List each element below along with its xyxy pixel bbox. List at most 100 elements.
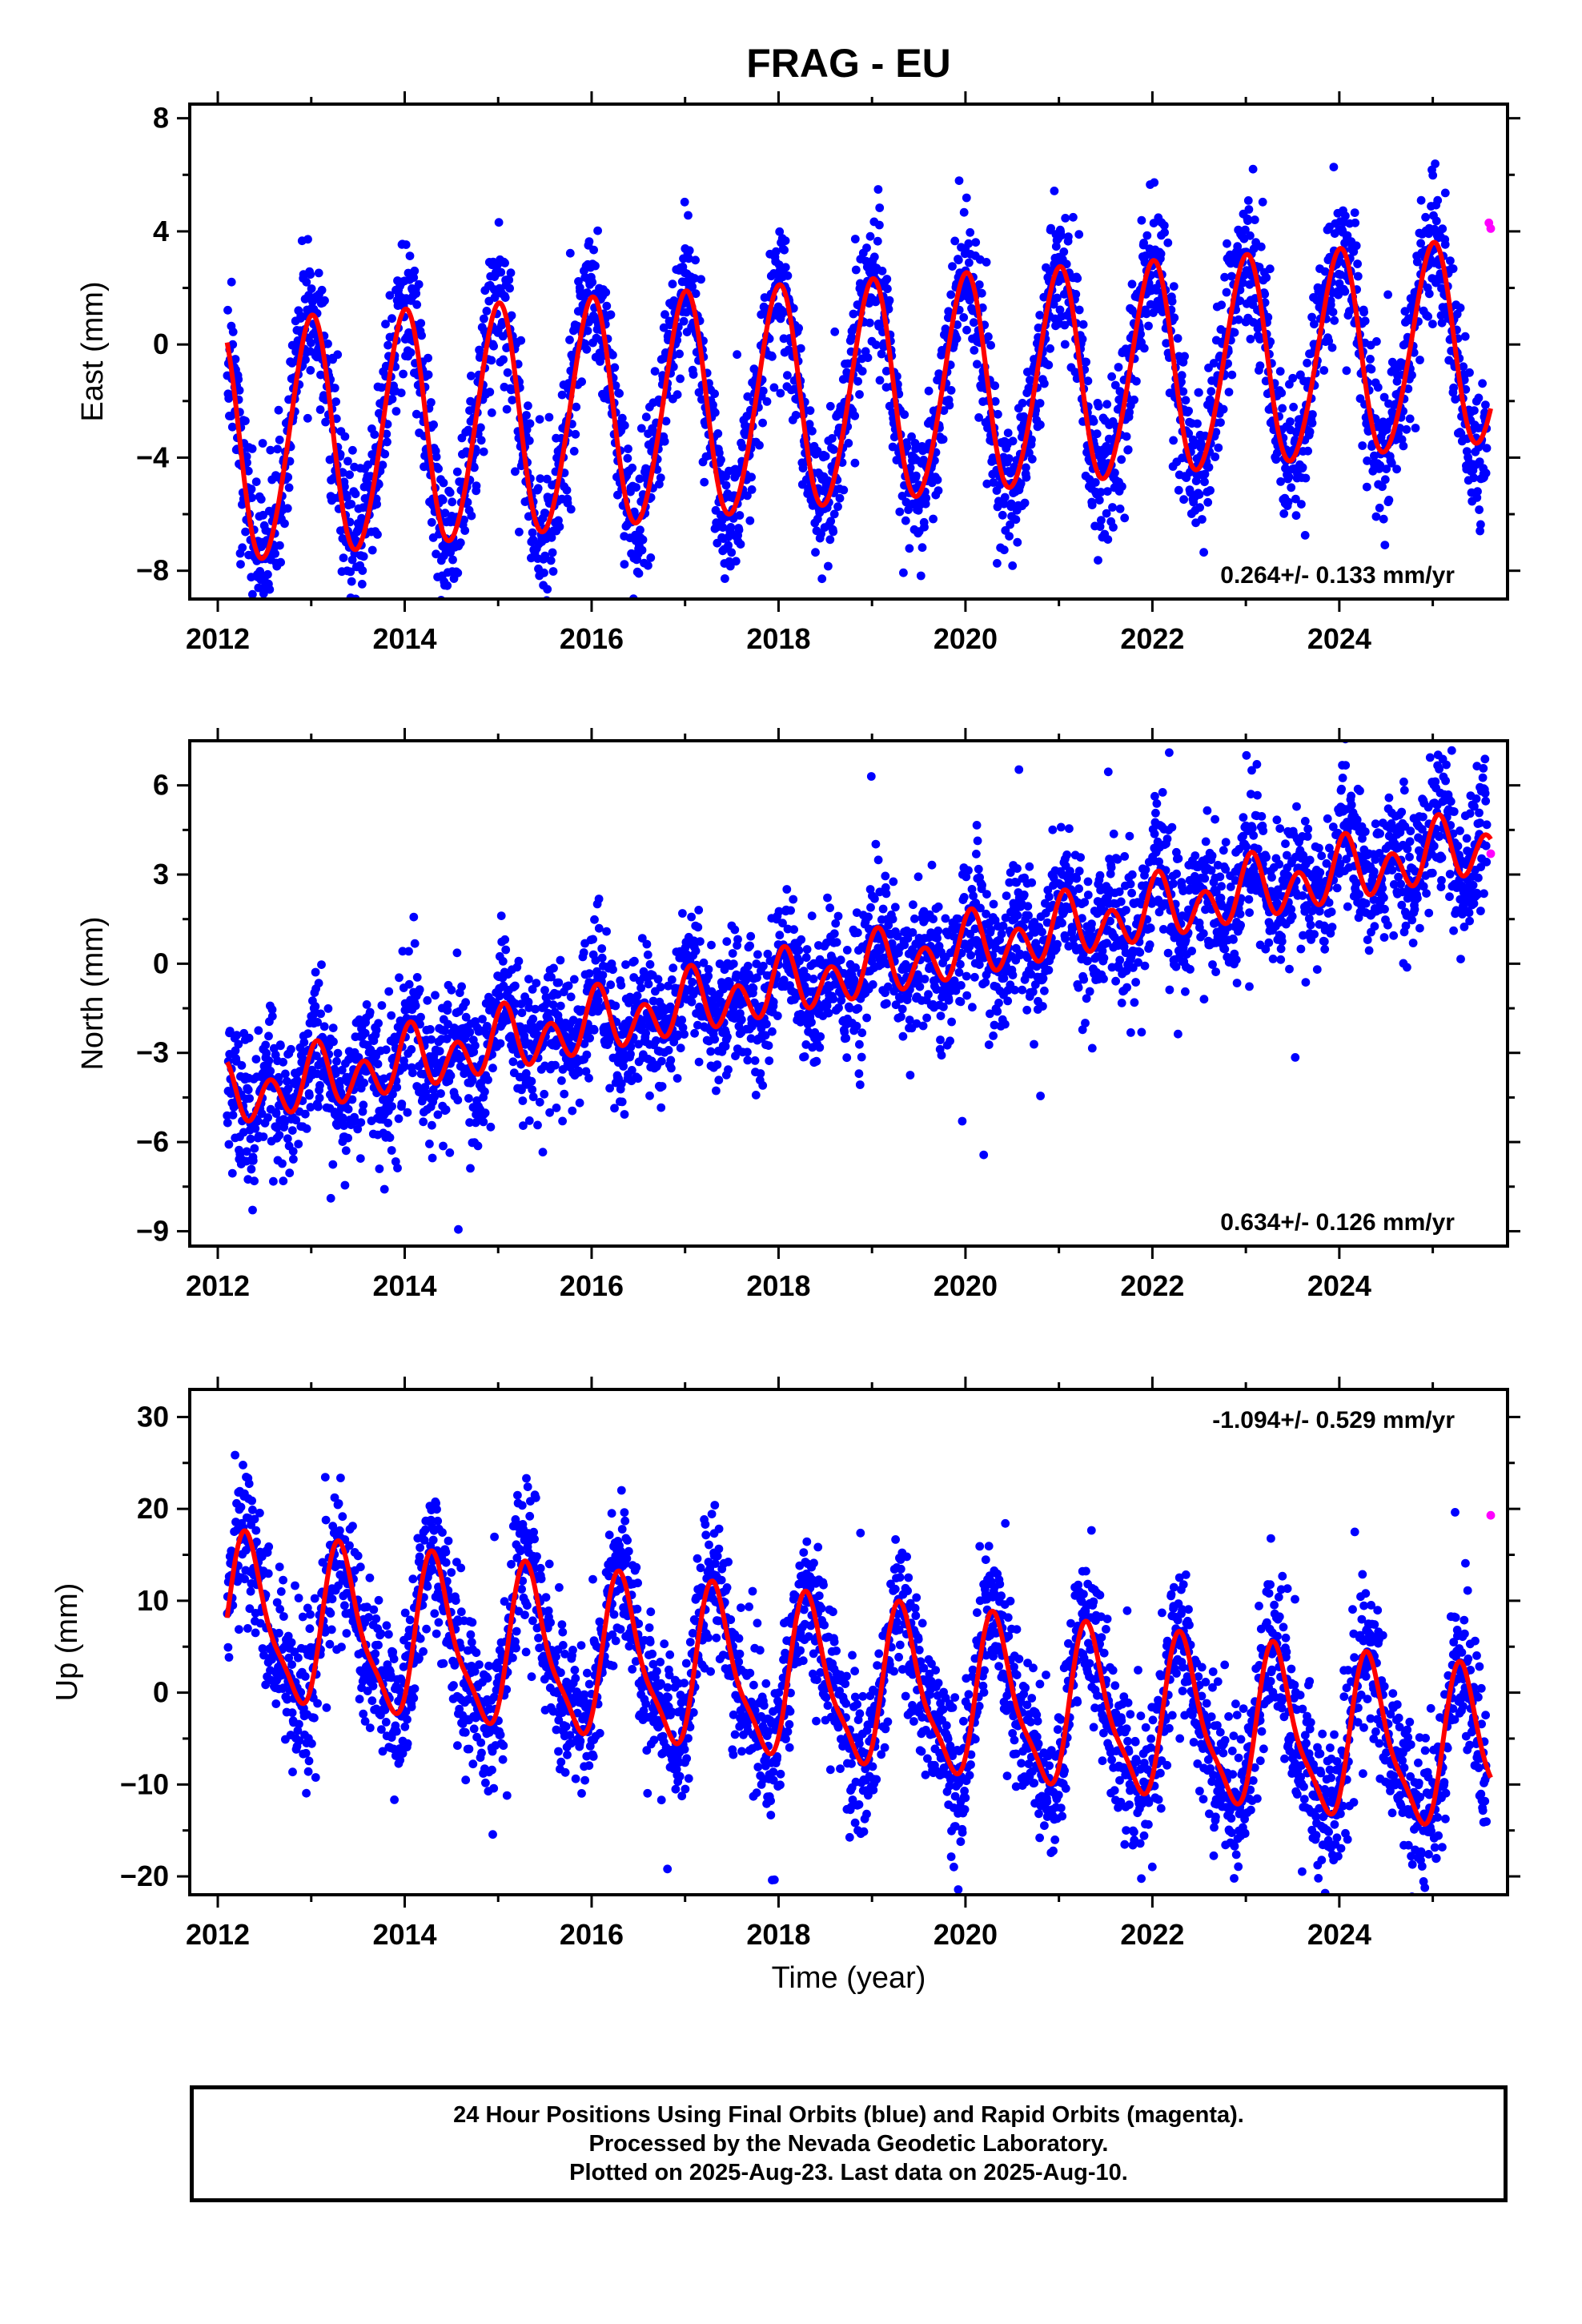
final-orbit-point [359, 1078, 369, 1088]
final-orbit-point [1291, 511, 1301, 521]
final-orbit-point [591, 261, 600, 271]
final-orbit-point [608, 965, 617, 975]
final-orbit-point [249, 610, 258, 619]
final-orbit-point [1233, 242, 1243, 251]
final-orbit-point [1478, 379, 1487, 388]
final-orbit-point [689, 370, 698, 379]
final-orbit-point [1181, 396, 1191, 405]
final-orbit-point [727, 548, 737, 557]
final-orbit-point [1174, 485, 1183, 495]
final-orbit-point [1367, 364, 1376, 374]
final-orbit-point [276, 1041, 285, 1051]
final-orbit-point [584, 237, 594, 246]
final-orbit-point [1137, 215, 1146, 225]
final-orbit-point [480, 314, 488, 324]
final-orbit-point [1392, 464, 1401, 474]
final-orbit-point [432, 549, 440, 559]
final-orbit-point [329, 1037, 338, 1047]
final-orbit-point [1380, 475, 1390, 485]
final-orbit-point [347, 500, 356, 509]
final-orbit-point [1195, 388, 1203, 397]
final-orbit-point [965, 258, 974, 267]
final-orbit-point [375, 1164, 384, 1173]
final-orbit-point [393, 1164, 402, 1172]
final-orbit-point [864, 912, 873, 922]
final-orbit-point [238, 543, 247, 553]
final-orbit-point [1366, 355, 1375, 364]
final-orbit-point [1020, 498, 1030, 508]
final-orbit-point [993, 559, 1002, 568]
final-orbit-point [1211, 452, 1220, 461]
final-orbit-point [446, 1071, 456, 1080]
final-orbit-point [445, 1148, 455, 1157]
final-orbit-point [1265, 264, 1275, 274]
final-orbit-point [982, 258, 991, 267]
final-orbit-point [248, 1205, 257, 1215]
final-orbit-point [743, 1055, 753, 1065]
final-orbit-point [850, 411, 860, 420]
final-orbit-point [666, 1055, 676, 1065]
final-orbit-point [1162, 339, 1171, 348]
final-orbit-point [1089, 416, 1098, 426]
final-orbit-point [236, 560, 245, 569]
final-orbit-point [1276, 477, 1285, 486]
final-orbit-point [776, 388, 785, 398]
final-orbit-point [751, 1091, 761, 1100]
final-orbit-point [382, 429, 391, 439]
final-orbit-point [824, 561, 833, 571]
final-orbit-point [303, 1029, 313, 1038]
final-orbit-point [808, 426, 817, 436]
final-orbit-point [262, 1048, 271, 1058]
final-orbit-point [314, 979, 323, 988]
final-orbit-point [990, 396, 1000, 406]
final-orbit-point [275, 1131, 284, 1140]
final-orbit-point [852, 1021, 861, 1031]
final-orbit-point [789, 895, 798, 904]
final-orbit-point [781, 263, 790, 272]
final-orbit-point [496, 1039, 505, 1048]
final-orbit-point [518, 1096, 528, 1105]
final-orbit-point [775, 227, 785, 236]
final-orbit-point [227, 1168, 237, 1178]
final-orbit-point [1071, 290, 1081, 299]
final-orbit-point [990, 381, 1000, 391]
final-orbit-point [579, 948, 588, 957]
final-orbit-point [946, 290, 956, 300]
final-orbit-point [657, 1082, 667, 1091]
final-orbit-point [661, 310, 669, 320]
final-orbit-point [1382, 464, 1391, 473]
final-orbit-point [817, 617, 826, 626]
final-orbit-point [1241, 225, 1250, 235]
final-orbit-point [373, 1059, 383, 1069]
final-orbit-point [1243, 216, 1252, 225]
final-orbit-point [1470, 406, 1479, 415]
final-orbit-point [1103, 535, 1113, 544]
final-orbit-point [1291, 494, 1300, 504]
final-orbit-point [717, 455, 725, 464]
final-orbit-point [540, 1089, 549, 1099]
final-orbit-point [311, 967, 320, 977]
final-orbit-point [881, 871, 890, 881]
final-orbit-point [320, 296, 329, 305]
final-orbit-point [385, 291, 395, 300]
final-orbit-point [737, 1015, 746, 1024]
final-orbit-point [1064, 232, 1073, 241]
final-orbit-point [416, 319, 426, 328]
final-orbit-point [1095, 522, 1105, 531]
final-orbit-point [902, 442, 912, 452]
final-orbit-point [743, 961, 753, 971]
final-orbit-point [387, 1102, 396, 1111]
final-orbit-point [1034, 324, 1043, 332]
final-orbit-point [338, 468, 347, 477]
east-model-curve [224, 239, 1493, 561]
final-orbit-point [1272, 448, 1282, 457]
final-orbit-point [1207, 387, 1216, 396]
final-orbit-point [585, 1033, 594, 1043]
final-orbit-point [276, 557, 285, 567]
final-orbit-point [476, 436, 486, 445]
final-orbit-point [582, 344, 592, 354]
final-orbit-point [817, 529, 825, 538]
final-orbit-point [485, 388, 495, 396]
final-orbit-point [264, 1031, 273, 1041]
final-orbit-point [279, 1057, 287, 1067]
